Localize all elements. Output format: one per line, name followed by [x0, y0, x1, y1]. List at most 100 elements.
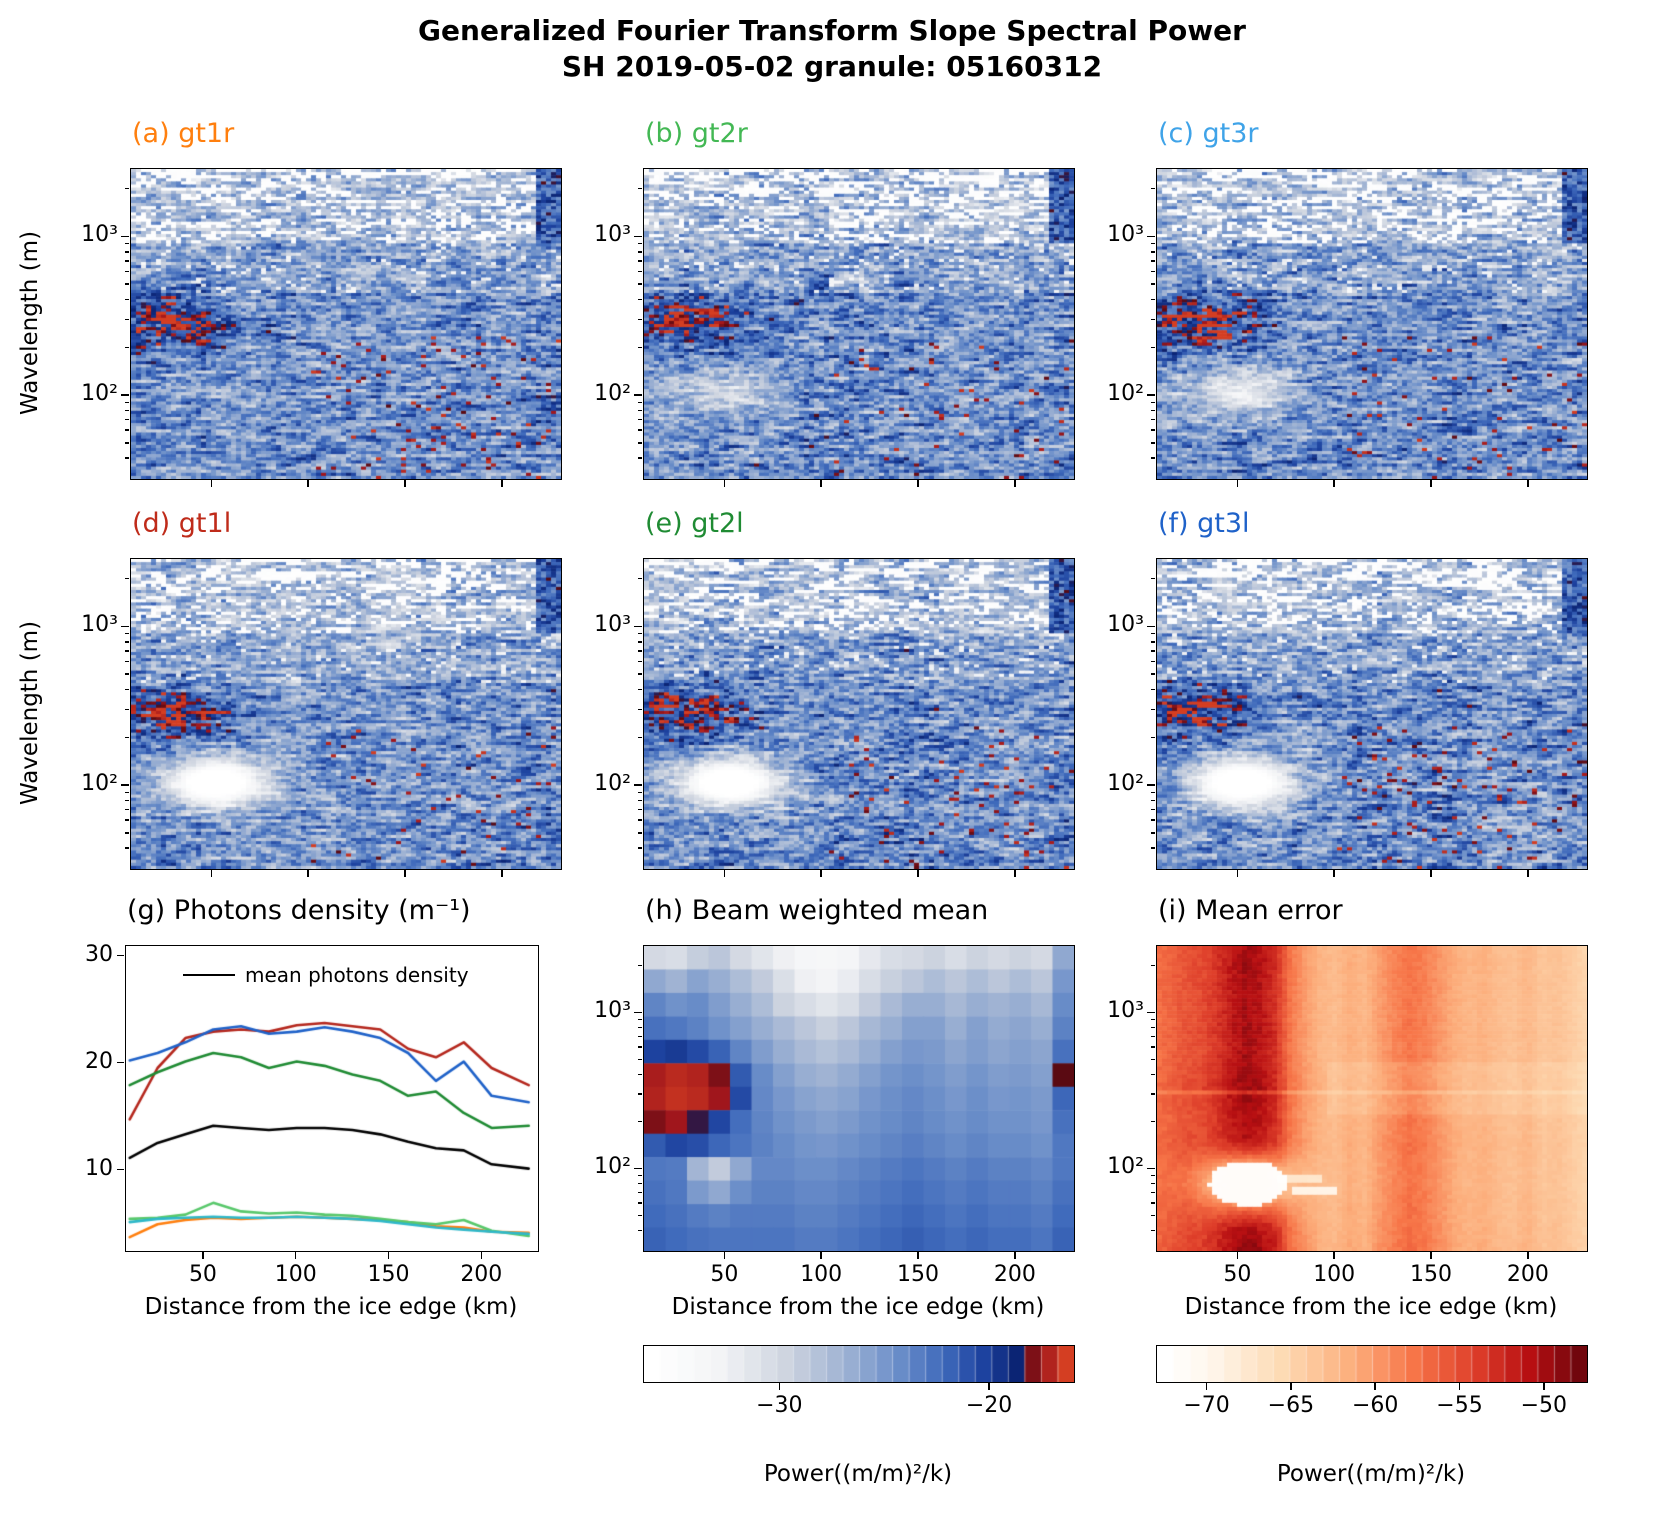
- x-tick: [307, 870, 309, 877]
- y-tick: [1151, 808, 1155, 811]
- y-tick: [1151, 1202, 1155, 1204]
- y-tick-label: 10: [85, 1155, 113, 1181]
- x-tick: [387, 1252, 390, 1259]
- y-tick: [117, 954, 124, 957]
- y-tick: [638, 318, 642, 321]
- y-tick: [125, 847, 129, 849]
- panel-a: (a) gt1r: [130, 118, 562, 480]
- x-tick-label: −70: [1183, 1393, 1230, 1418]
- y-tick: [638, 442, 642, 444]
- x-tick: [1014, 870, 1016, 877]
- x-tick: [723, 870, 726, 877]
- y-tick: [638, 632, 642, 635]
- y-tick: [638, 819, 642, 821]
- y-tick-label: 10³: [1107, 998, 1144, 1024]
- y-tick: [638, 1018, 642, 1021]
- panel-h-label: (h) Beam weighted mean: [645, 895, 989, 926]
- panel-d: (d) gt1l: [130, 508, 562, 870]
- y-tick: [125, 346, 129, 349]
- x-tick-label: 150: [1410, 1262, 1453, 1287]
- x-tick: [820, 870, 822, 877]
- y-tick: [125, 270, 129, 273]
- y-tick: [125, 660, 129, 663]
- y-tick: [1151, 1018, 1155, 1021]
- y-tick-label: 10²: [81, 771, 118, 797]
- figure-title-line2: SH 2019-05-02 granule: 05160312: [561, 50, 1103, 83]
- x-tick-label: 50: [710, 1262, 739, 1287]
- x-tick: [1236, 480, 1239, 487]
- x-tick: [1527, 480, 1529, 487]
- x-tick: [1458, 1383, 1461, 1390]
- x-tick: [1430, 1252, 1432, 1259]
- legend-label: mean photons density: [245, 963, 469, 987]
- y-tick: [638, 242, 642, 245]
- y-tick: [634, 784, 642, 786]
- y-tick: [1151, 1046, 1155, 1048]
- y-tick: [638, 1174, 642, 1177]
- y-tick: [1151, 260, 1155, 262]
- y-tick: [125, 650, 129, 652]
- x-tick-label: 150: [367, 1262, 410, 1287]
- y-tick: [1151, 1191, 1155, 1194]
- x-tick: [1527, 1252, 1529, 1259]
- y-tick: [638, 808, 642, 811]
- x-tick: [820, 480, 822, 487]
- y-tick: [1151, 1214, 1155, 1217]
- panel-a-label: (a) gt1r: [132, 118, 235, 149]
- y-tick: [125, 260, 129, 262]
- y-tick: [638, 418, 642, 421]
- y-tick: [638, 1026, 642, 1029]
- panel-e-label: (e) gt2l: [645, 508, 744, 539]
- x-tick-label: −20: [965, 1393, 1013, 1418]
- y-tick: [121, 625, 129, 628]
- y-tick: [638, 641, 642, 643]
- y-tick: [638, 577, 642, 580]
- y-tick: [125, 799, 129, 802]
- y-tick: [1147, 394, 1155, 396]
- y-tick: [125, 429, 129, 431]
- panel-b-heatmap: [643, 168, 1075, 480]
- y-tick: [125, 632, 129, 635]
- y-tick: [638, 708, 642, 711]
- y-tick: [121, 394, 129, 396]
- y-tick: [638, 1214, 642, 1217]
- y-tick: [125, 819, 129, 821]
- x-tick: [404, 480, 406, 487]
- panel-c-label: (c) gt3r: [1158, 118, 1259, 149]
- y-tick: [634, 394, 642, 396]
- y-tick: [1151, 187, 1155, 190]
- y-tick: [125, 242, 129, 245]
- panel-f-heatmap: [1156, 558, 1588, 870]
- x-tick: [1290, 1383, 1292, 1390]
- y-tick: [638, 799, 642, 802]
- panel-h-heatmap: [643, 945, 1075, 1252]
- x-tick-label: 100: [274, 1262, 317, 1287]
- x-tick: [1205, 1383, 1208, 1390]
- panel-d-label: (d) gt1l: [132, 508, 232, 539]
- y-tick: [1151, 401, 1155, 404]
- x-tick: [307, 480, 309, 487]
- y-tick: [638, 1120, 642, 1123]
- x-tick: [1543, 1383, 1545, 1390]
- y-tick: [638, 650, 642, 652]
- x-tick: [988, 1383, 990, 1390]
- legend-line-sample: [183, 974, 235, 976]
- x-tick: [404, 870, 406, 877]
- x-tick: [1333, 480, 1335, 487]
- panel-g-line-chart: [125, 945, 539, 1252]
- y-tick: [638, 1229, 642, 1232]
- colorbar-error-gradient: [1156, 1345, 1588, 1383]
- y-tick: [638, 791, 642, 794]
- colorbar-power-gradient: [643, 1345, 1075, 1383]
- y-tick-label: 10³: [1107, 612, 1144, 638]
- figure-title-line1: Generalized Fourier Transform Slope Spec…: [418, 14, 1246, 47]
- y-tick: [1151, 736, 1155, 739]
- y-tick-label: 10²: [81, 381, 118, 407]
- x-tick: [501, 870, 503, 877]
- x-tick-label: −60: [1351, 1393, 1399, 1418]
- colorbar-power: [643, 1345, 1075, 1383]
- y-tick: [125, 736, 129, 739]
- y-tick: [1151, 318, 1155, 321]
- y-tick: [125, 708, 129, 711]
- panel-e: (e) gt2l: [643, 508, 1075, 870]
